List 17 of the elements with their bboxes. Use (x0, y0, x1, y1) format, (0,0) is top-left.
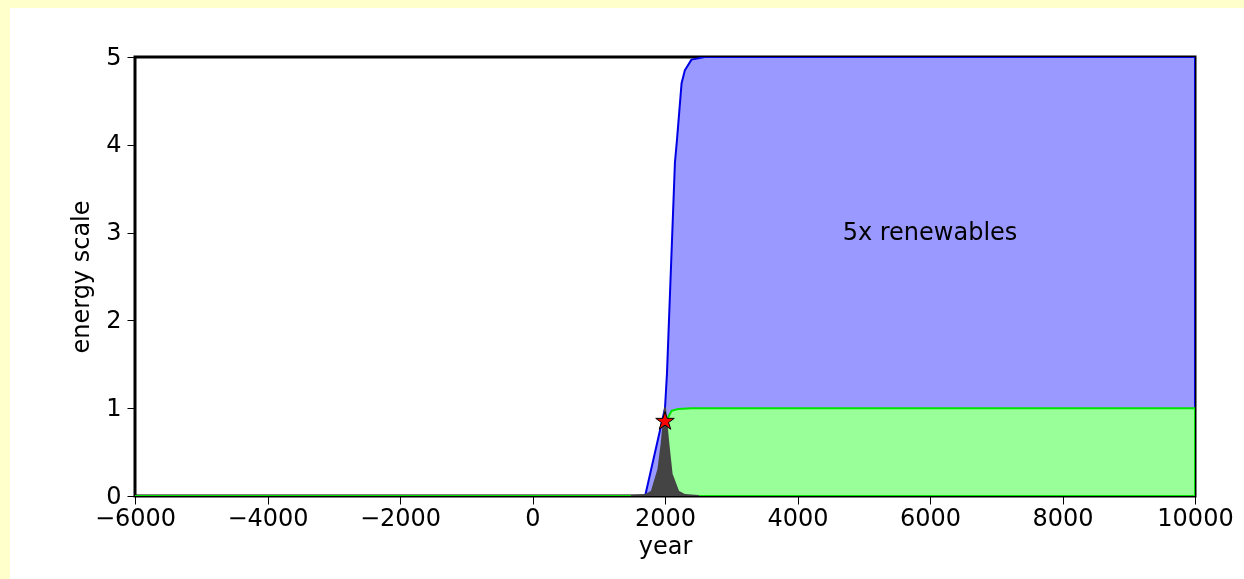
x-tick-label: 0 (525, 503, 541, 532)
x-tick-label: 2000 (634, 503, 697, 532)
x-tick-label: 6000 (899, 503, 962, 532)
y-tick-label: 5 (106, 42, 122, 71)
x-tick-label: 10000 (1157, 503, 1234, 532)
y-tick-label: 3 (106, 218, 122, 247)
y-tick-label: 2 (106, 305, 122, 334)
x-tick-label: 8000 (1032, 503, 1094, 532)
y-tick-label: 4 (106, 130, 122, 159)
x-tick-label: 4000 (767, 503, 829, 532)
y-axis-title: energy scale (67, 200, 96, 354)
annotation: 5x renewables (842, 217, 1018, 246)
x-axis-title: year (638, 531, 693, 560)
x-tick-label: −2000 (359, 503, 442, 532)
x-tick-label: −4000 (227, 503, 309, 532)
y-tick-label: 1 (106, 393, 122, 422)
x-tick-label: −6000 (94, 503, 177, 532)
